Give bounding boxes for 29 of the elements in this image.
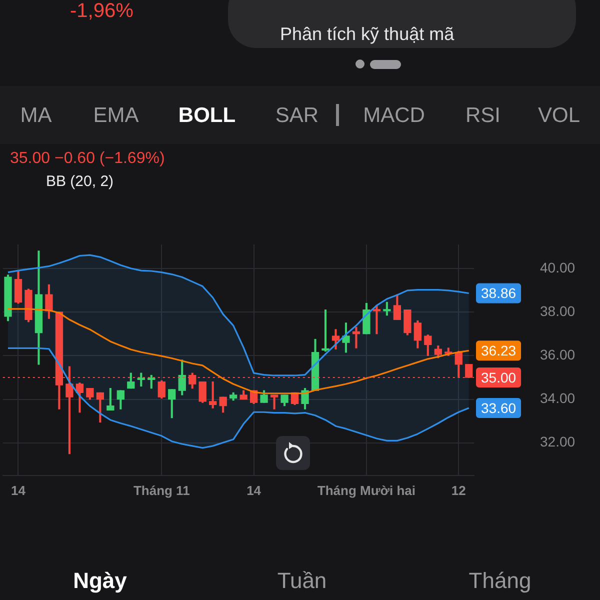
y-tick-label: 32.00: [540, 434, 576, 450]
text: VOL: [538, 104, 580, 128]
data-label: 38.86: [481, 285, 516, 302]
candlestick: [322, 310, 330, 352]
text: MACD: [363, 104, 425, 128]
y-tick-label: 34.00: [540, 390, 576, 406]
text: SAR: [275, 104, 319, 128]
x-tick-label: 14: [11, 482, 26, 498]
x-tick-label: 14: [246, 482, 262, 498]
text: Tuần: [277, 568, 327, 594]
ref-line-label: 35.00: [481, 369, 516, 386]
y-tick-label: 40.00: [540, 259, 576, 276]
text: RSI: [465, 104, 501, 128]
text: Phân tích kỹ thuật mã: [280, 24, 454, 45]
x-tick-label: Tháng Mười hai: [317, 482, 416, 498]
chart-subtitle: BB (20, 2): [46, 173, 114, 190]
x-tick-label: Tháng 11: [133, 482, 190, 498]
data-label: 33.60: [481, 400, 516, 416]
text: MA: [20, 104, 52, 128]
chart-title: 35.00 −0.60 (−1.69%): [10, 150, 165, 168]
x-tick-label: 12: [451, 482, 466, 498]
text: Tháng: [468, 568, 532, 594]
text: EMA: [93, 104, 139, 128]
text: BOLL: [178, 104, 236, 128]
data-label: 36.23: [481, 342, 516, 358]
y-tick-label: 36.00: [540, 346, 576, 362]
text: Ngày: [73, 568, 127, 594]
y-tick-label: 38.00: [540, 302, 576, 319]
text: -1,96%: [70, 0, 134, 23]
